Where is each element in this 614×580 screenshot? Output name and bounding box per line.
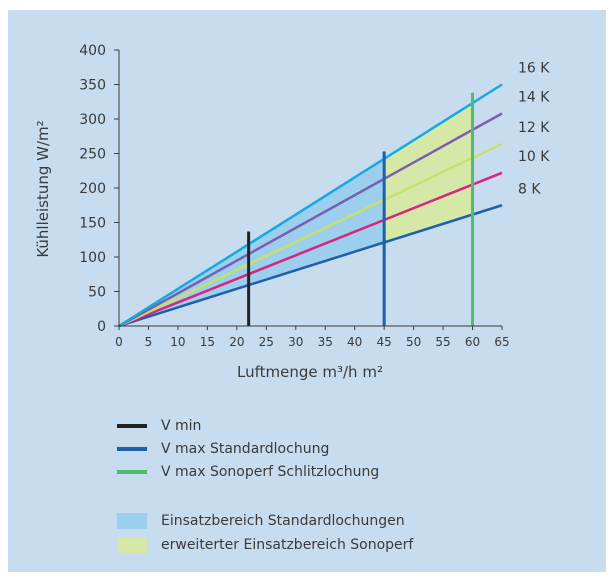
x-tick-label: 10 bbox=[170, 335, 185, 349]
series-line-14-k bbox=[118, 112, 503, 328]
x-tick-label: 25 bbox=[259, 335, 274, 349]
x-axis-label: Luftmenge m³/h m² bbox=[237, 363, 383, 381]
legend-item-v-min: V min bbox=[117, 418, 201, 434]
legend-line-swatch bbox=[117, 447, 147, 451]
x-tick-label: 35 bbox=[318, 335, 333, 349]
chart-panel bbox=[8, 10, 606, 572]
x-tick-label: 50 bbox=[406, 335, 421, 349]
x-tick-label: 60 bbox=[465, 335, 480, 349]
y-tick-label: 150 bbox=[79, 216, 106, 232]
y-tick-label: 250 bbox=[79, 147, 106, 163]
series-label-12-k: 12 K bbox=[518, 120, 550, 136]
legend-label: V max Sonoperf Schlitzlochung bbox=[161, 464, 380, 480]
y-tick-label: 300 bbox=[79, 112, 106, 128]
chart: 8 K10 K12 K14 K16 K 05010015020025030035… bbox=[34, 43, 550, 381]
y-tick-label: 100 bbox=[79, 250, 106, 266]
series-label-10-k: 10 K bbox=[518, 149, 550, 165]
series-label-8-k: 8 K bbox=[518, 181, 541, 197]
y-tick-label: 400 bbox=[79, 43, 106, 59]
series-line-16-k bbox=[118, 83, 503, 328]
x-tick-label: 65 bbox=[494, 335, 509, 349]
y-tick-label: 350 bbox=[79, 78, 106, 94]
legend-line-swatch bbox=[117, 424, 147, 428]
series-label-14-k: 14 K bbox=[518, 89, 550, 105]
y-tick-label: 200 bbox=[79, 181, 106, 197]
series-line-12-k bbox=[118, 142, 503, 328]
y-tick-label: 0 bbox=[97, 319, 106, 335]
x-tick-label: 55 bbox=[435, 335, 450, 349]
x-tick-label: 30 bbox=[288, 335, 303, 349]
series-line-8-k bbox=[118, 204, 503, 328]
legend-line-swatch bbox=[117, 470, 147, 474]
legend-label: V max Standardlochung bbox=[161, 441, 330, 457]
legend-item-einsatzbereich-standardlochungen: Einsatzbereich Standardlochungen bbox=[117, 513, 405, 529]
legend-area-swatch bbox=[117, 513, 147, 529]
legend-label: V min bbox=[161, 418, 202, 434]
legend-label: erweiterter Einsatzbereich Sonoperf bbox=[161, 537, 414, 553]
x-tick-label: 20 bbox=[229, 335, 244, 349]
legend-item-erweiterter-einsatzbereich-sonoperf: erweiterter Einsatzbereich Sonoperf bbox=[117, 537, 413, 553]
x-tick-label: 15 bbox=[200, 335, 215, 349]
y-axis-label: Kühlleistung W/m² bbox=[34, 120, 52, 257]
legend-area-swatch bbox=[117, 537, 147, 553]
legend-label: Einsatzbereich Standardlochungen bbox=[161, 513, 405, 529]
legend-item-v-max-standardlochung: V max Standardlochung bbox=[117, 441, 329, 457]
series-line-10-k bbox=[118, 171, 503, 328]
legend-item-v-max-sonoperf-schlitzlochung: V max Sonoperf Schlitzlochung bbox=[117, 464, 379, 480]
x-tick-label: 45 bbox=[377, 335, 392, 349]
x-tick-label: 5 bbox=[145, 335, 153, 349]
x-tick-label: 0 bbox=[115, 335, 123, 349]
x-tick-label: 40 bbox=[347, 335, 362, 349]
y-tick-label: 50 bbox=[88, 285, 106, 301]
area-erweiterter-einsatzbereich-sonoperf bbox=[384, 103, 473, 243]
series-label-16-k: 16 K bbox=[518, 61, 550, 77]
